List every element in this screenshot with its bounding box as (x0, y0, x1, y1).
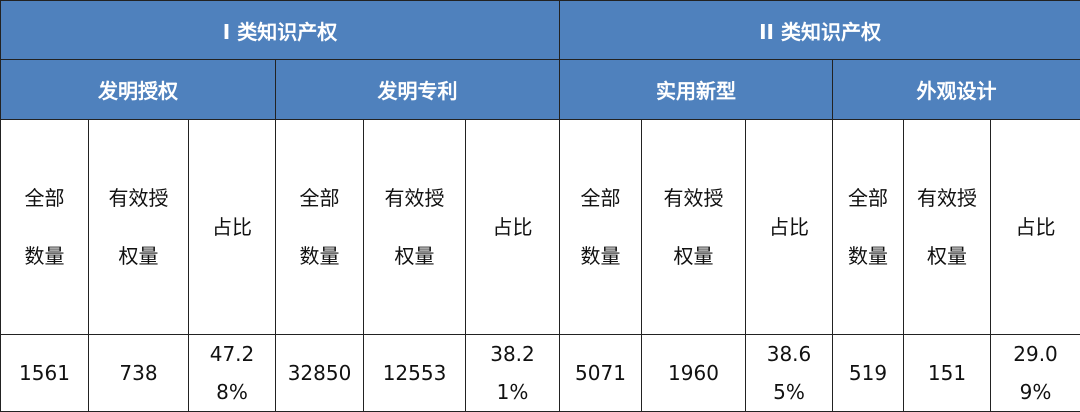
cell-ratio: 29.09% (989, 333, 1080, 412)
data-row: 1561 738 47.28% 32850 12553 38.21% 5071 1960 38.… (0, 333, 1080, 412)
column-header-label: 全部数量 (848, 185, 888, 268)
column-header-total: 全部数量 (559, 118, 642, 335)
cell-value: 12553 (382, 360, 447, 385)
column-header-row: 全部数量 有效授权量 占比 全部数量 有效授权量 占比 全部数量 有效授权量 占比 全部数量 有效授… (0, 118, 1080, 335)
column-header-total: 全部数量 (275, 118, 364, 335)
column-header-label: 全部数量 (24, 185, 65, 268)
column-header-label: 占比 (492, 214, 533, 239)
cell-ratio: 47.28% (188, 333, 276, 412)
column-header-ratio: 占比 (465, 118, 560, 335)
group-header-row: I 类知识产权 II 类知识产权 (0, 0, 1080, 61)
subgroup-header: 发明授权 (0, 59, 276, 120)
cell-value: 38.21% (490, 341, 535, 404)
column-header-label: 有效授权量 (384, 185, 445, 268)
column-header-label: 占比 (769, 214, 809, 239)
cell-value: 151 (927, 360, 967, 385)
cell-value: 47.28% (209, 341, 255, 404)
column-header-valid: 有效授权量 (641, 118, 746, 335)
cell-total: 32850 (275, 333, 364, 412)
cell-value: 1561 (19, 360, 70, 385)
cell-value: 29.09% (1013, 341, 1058, 404)
subgroup-header-row: 发明授权 发明专利 实用新型 外观设计 (0, 59, 1080, 120)
cell-valid: 12553 (363, 333, 466, 412)
cell-value: 38.65% (766, 341, 812, 404)
cell-valid: 738 (88, 333, 189, 412)
cell-value: 1960 (668, 360, 719, 385)
cell-ratio: 38.65% (745, 333, 833, 412)
column-header-ratio: 占比 (188, 118, 276, 335)
column-header-label: 有效授权量 (663, 185, 724, 268)
cell-total: 5071 (559, 333, 642, 412)
column-header-total: 全部数量 (0, 118, 89, 335)
cell-value: 5071 (575, 360, 626, 385)
cell-valid: 1960 (641, 333, 746, 412)
cell-value: 32850 (287, 360, 352, 385)
column-header-label: 有效授权量 (108, 185, 169, 268)
column-header-valid: 有效授权量 (903, 118, 991, 335)
group-header: I 类知识产权 (0, 0, 560, 61)
subgroup-header: 实用新型 (559, 59, 833, 120)
column-header-label: 全部数量 (580, 185, 621, 268)
cell-total: 1561 (0, 333, 89, 412)
group-header: II 类知识产权 (558, 0, 1080, 61)
cell-valid: 151 (903, 333, 991, 412)
cell-value: 738 (119, 360, 158, 385)
column-header-valid: 有效授权量 (88, 118, 189, 335)
cell-ratio: 38.21% (465, 333, 560, 412)
column-header-valid: 有效授权量 (363, 118, 466, 335)
subgroup-header: 外观设计 (831, 59, 1080, 120)
subgroup-header: 发明专利 (275, 59, 560, 120)
column-header-ratio: 占比 (745, 118, 833, 335)
column-header-label: 全部数量 (299, 185, 340, 268)
column-header-ratio: 占比 (989, 118, 1080, 335)
column-header-label: 有效授权量 (917, 185, 977, 268)
column-header-label: 占比 (1015, 214, 1056, 239)
column-header-total: 全部数量 (832, 118, 904, 335)
column-header-label: 占比 (212, 214, 252, 239)
cell-total: 519 (832, 333, 904, 412)
cell-value: 519 (848, 360, 888, 385)
